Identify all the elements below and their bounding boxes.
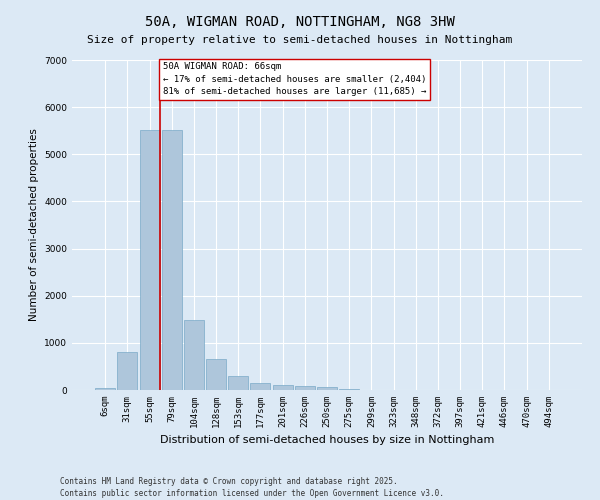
Bar (184, 320, 204, 390)
Bar (95, 388, 115, 390)
Bar (118, 352, 137, 390)
Bar (162, 130, 182, 390)
Text: 50A WIGMAN ROAD: 66sqm
← 17% of semi-detached houses are smaller (2,404)
81% of : 50A WIGMAN ROAD: 66sqm ← 17% of semi-det… (163, 62, 426, 96)
Text: 50A, WIGMAN ROAD, NOTTINGHAM, NG8 3HW: 50A, WIGMAN ROAD, NOTTINGHAM, NG8 3HW (145, 15, 455, 29)
X-axis label: Distribution of semi-detached houses by size in Nottingham: Distribution of semi-detached houses by … (160, 436, 494, 446)
Bar (228, 376, 248, 390)
Text: Size of property relative to semi-detached houses in Nottingham: Size of property relative to semi-detach… (88, 35, 512, 45)
Bar (250, 383, 271, 390)
Y-axis label: Number of semi-detached properties: Number of semi-detached properties (29, 128, 38, 322)
Bar (272, 385, 293, 390)
Bar (206, 360, 226, 390)
Bar (317, 388, 337, 390)
Bar (339, 388, 359, 390)
Bar (140, 130, 160, 390)
Bar (295, 386, 315, 390)
Text: Contains HM Land Registry data © Crown copyright and database right 2025.
Contai: Contains HM Land Registry data © Crown c… (60, 476, 444, 498)
